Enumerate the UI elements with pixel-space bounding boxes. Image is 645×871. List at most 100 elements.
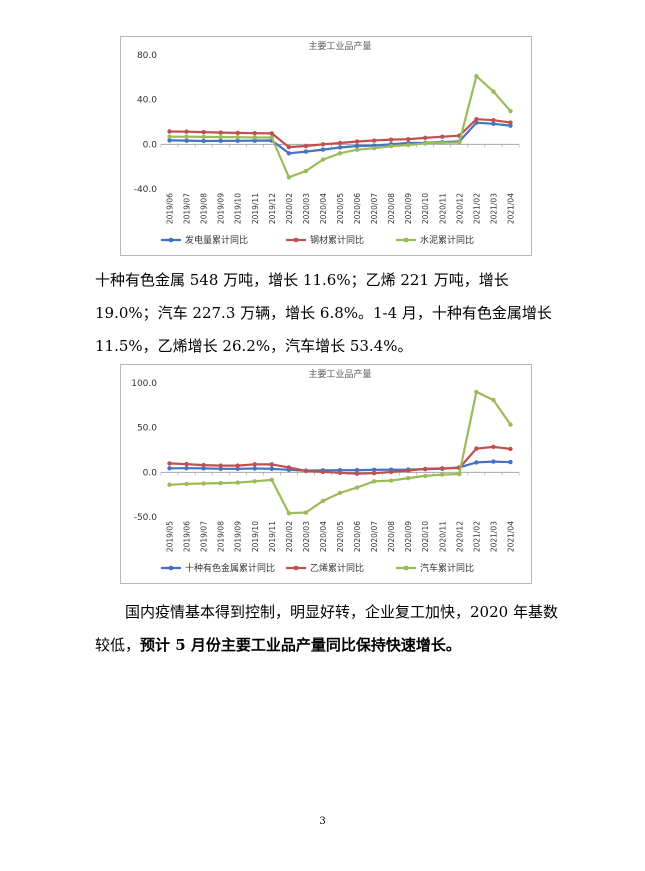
chart-2-point xyxy=(218,480,223,486)
paragraph-metals-ethylene-autos: 十种有色金属 548 万吨，增长 11.6%；乙烯 221 万吨，增长 19.0… xyxy=(95,271,552,355)
chart-2-legend-marker xyxy=(168,565,174,571)
chart-2-svg: 主要工业品产量 100.0 50.0 0.0 -50.0 2019/05 2019/06 20… xyxy=(131,368,520,574)
chart-1-legend-marker xyxy=(168,237,174,243)
chart-2-point xyxy=(201,466,206,471)
chart-2-point xyxy=(491,459,496,464)
chart-2-point xyxy=(371,479,377,484)
chart-1-point xyxy=(252,135,257,140)
chart-2-xtick-label: 2020/02 xyxy=(285,521,294,552)
chart-1-xtick-label: 2020/07 xyxy=(370,193,379,224)
chart-2-point xyxy=(286,511,292,516)
chart-2-legend-marker xyxy=(403,565,409,571)
chart-1-point xyxy=(491,121,496,126)
chart-2-point xyxy=(320,469,326,475)
chart-1-xtick-label: 2020/03 xyxy=(302,193,311,224)
chart-2-xtick-label: 2020/05 xyxy=(336,521,345,552)
chart-1-point xyxy=(337,145,343,150)
chart-2-point xyxy=(218,463,223,468)
chart-2-point xyxy=(371,467,377,473)
chart-2-xtick-label: 2019/05 xyxy=(166,521,175,552)
chart-1-point xyxy=(286,144,292,150)
chart-1-point xyxy=(218,130,223,135)
chart-industrial-output-2: 主要工业品产量 100.0 50.0 0.0 -50.0 2019/05 2019/06 20… xyxy=(120,364,532,584)
chart-1-point xyxy=(184,134,189,139)
chart-1-title: 主要工业品产量 xyxy=(308,40,371,52)
chart-2-point xyxy=(218,466,223,471)
chart-1-ytick: 0.0 xyxy=(143,140,158,150)
chart-2-xtick-label: 2020/11 xyxy=(438,521,447,552)
chart-1-ytick: 80.0 xyxy=(137,51,157,61)
chart-1-xtick-label: 2021/02 xyxy=(472,193,481,224)
chart-1-xtick-label: 2019/09 xyxy=(217,193,226,224)
chart-1-point xyxy=(218,134,223,140)
chart-1-xtick-label: 2019/08 xyxy=(200,193,209,224)
chart-1-xtick-label: 2020/05 xyxy=(336,193,345,224)
paragraph-outlook: 国内疫情基本得到控制，明显好转，企业复工加快，2020 年基数较低，预计 5 月… xyxy=(95,596,565,662)
chart-2-point xyxy=(405,468,411,473)
chart-1-xtick-label: 2020/11 xyxy=(438,193,447,224)
chart-2-point xyxy=(286,465,292,470)
chart-1-point xyxy=(269,135,275,140)
chart-2-xtick-label: 2019/08 xyxy=(217,521,226,552)
chart-1-point xyxy=(508,123,513,128)
chart-1-point xyxy=(371,146,377,151)
chart-2-legend-label: 十种有色金属累计同比 xyxy=(185,562,275,574)
chart-1-point xyxy=(440,134,445,139)
chart-1-point xyxy=(167,134,172,139)
chart-industrial-output-1: 主要工业品产量 80.0 40.0 0.0 -40.0 2019/06 2019/07 201… xyxy=(120,36,532,256)
chart-2-xtick-label: 2020/07 xyxy=(370,521,379,552)
chart-2-xtick-label: 2019/07 xyxy=(200,521,209,552)
chart-2-point xyxy=(423,473,428,479)
chart-2-point xyxy=(167,461,172,466)
chart-1-point xyxy=(286,175,292,180)
chart-2-point xyxy=(474,389,479,395)
chart-2-point xyxy=(371,471,377,476)
chart-1-xtick-label: 2020/09 xyxy=(404,193,413,224)
chart-2-point xyxy=(201,481,206,486)
chart-2-xtick-label: 2019/10 xyxy=(251,521,260,552)
chart-1-point xyxy=(320,157,326,162)
chart-1-xtick-label: 2021/04 xyxy=(506,193,515,224)
chart-1-point xyxy=(337,140,343,146)
chart-2-title: 主要工业品产量 xyxy=(308,368,371,380)
chart-2-point xyxy=(474,460,479,465)
chart-1-point xyxy=(201,134,206,140)
chart-1-point xyxy=(235,134,240,140)
chart-2-point xyxy=(184,466,189,471)
chart-1-point xyxy=(320,147,326,152)
chart-1-point xyxy=(286,151,292,156)
chart-1-point xyxy=(252,130,257,136)
chart-2-point xyxy=(184,461,189,467)
chart-2-xtick-label: 2020/06 xyxy=(353,521,362,552)
chart-2-point xyxy=(252,462,257,467)
chart-2-xtick-label: 2019/06 xyxy=(183,521,192,552)
chart-2-ytick: -50.0 xyxy=(134,513,158,523)
chart-1-point xyxy=(405,142,411,148)
chart-1-point xyxy=(201,129,206,135)
chart-1-point xyxy=(491,118,496,123)
chart-1-point xyxy=(235,138,240,143)
chart-1-point xyxy=(457,140,462,145)
chart-1-xtick-label: 2019/11 xyxy=(251,193,260,224)
chart-2-point xyxy=(388,478,394,483)
chart-2-xtick-label: 2020/09 xyxy=(404,521,413,552)
chart-1-legend-marker xyxy=(293,237,299,243)
chart-1-xtick-label: 2020/08 xyxy=(387,193,396,224)
chart-1-point xyxy=(508,108,513,114)
chart-1-point xyxy=(371,138,377,143)
chart-1-point xyxy=(167,138,172,143)
chart-2-point xyxy=(235,480,240,485)
chart-2-point xyxy=(337,470,343,475)
chart-2-point xyxy=(457,471,462,477)
chart-2-legend-label: 汽车累计同比 xyxy=(420,562,474,574)
chart-1-svg: 主要工业品产量 80.0 40.0 0.0 -40.0 2019/06 2019/07 201… xyxy=(134,40,520,246)
chart-1-point xyxy=(235,130,240,136)
chart-2-point xyxy=(252,479,257,484)
chart-2-xtick-label: 2020/12 xyxy=(455,521,464,552)
chart-1-point xyxy=(405,136,411,142)
chart-1-xtick-label: 2019/10 xyxy=(234,193,243,224)
chart-1-xtick-label: 2021/03 xyxy=(489,193,498,224)
chart-1-point xyxy=(303,143,309,149)
chart-1-point xyxy=(508,120,513,125)
chart-1-point xyxy=(423,141,428,146)
